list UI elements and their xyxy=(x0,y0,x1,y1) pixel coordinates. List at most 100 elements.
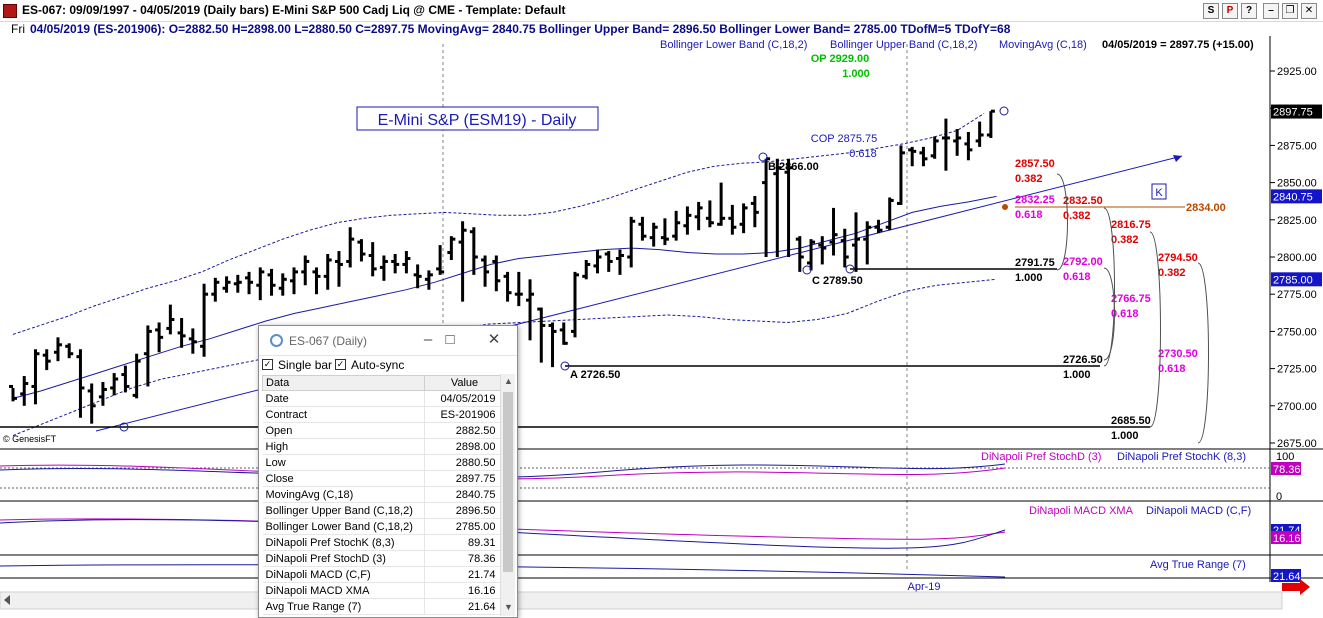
price-bar[interactable] xyxy=(548,322,557,368)
price-bar[interactable] xyxy=(896,145,905,205)
price-bar[interactable] xyxy=(930,136,939,159)
help-button[interactable]: ? xyxy=(1241,3,1257,19)
price-bar[interactable] xyxy=(132,353,141,399)
price-bar[interactable] xyxy=(638,216,647,241)
price-bar[interactable] xyxy=(728,204,737,235)
scroll-down-icon[interactable]: ▼ xyxy=(504,602,513,612)
price-bar[interactable] xyxy=(694,201,703,231)
single-bar-checkbox[interactable]: ✓ xyxy=(262,359,273,370)
scroll-thumb[interactable] xyxy=(503,392,513,572)
price-bar[interactable] xyxy=(312,267,321,295)
close-icon[interactable]: ✕ xyxy=(1301,3,1317,19)
price-bar[interactable] xyxy=(941,118,950,171)
price-bar[interactable] xyxy=(593,249,602,274)
price-bar[interactable] xyxy=(200,283,209,357)
price-bar[interactable] xyxy=(784,158,793,257)
price-bar[interactable] xyxy=(986,109,995,138)
price-bar[interactable] xyxy=(627,216,636,268)
price-bar[interactable] xyxy=(604,251,613,272)
price-bar[interactable] xyxy=(514,271,523,307)
dw-minimize-icon[interactable]: – xyxy=(423,331,433,348)
price-bar[interactable] xyxy=(559,322,568,345)
price-bar[interactable] xyxy=(121,365,130,393)
dw-close-icon[interactable]: ✕ xyxy=(487,331,501,348)
price-bar[interactable] xyxy=(762,157,771,257)
price-bar[interactable] xyxy=(42,349,51,371)
price-bar[interactable] xyxy=(188,328,197,354)
price-bar[interactable] xyxy=(166,304,175,335)
price-bar[interactable] xyxy=(368,242,377,277)
price-bar[interactable] xyxy=(571,271,579,338)
price-bar[interactable] xyxy=(807,239,816,271)
price-bar[interactable] xyxy=(840,228,849,268)
price-bar[interactable] xyxy=(98,381,107,406)
price-bar[interactable] xyxy=(492,255,501,292)
price-bar[interactable] xyxy=(863,221,872,265)
price-bar[interactable] xyxy=(537,307,546,363)
price-bar[interactable] xyxy=(705,200,714,228)
price-bar[interactable] xyxy=(334,251,343,287)
price-bar[interactable] xyxy=(155,322,164,353)
price-bar[interactable] xyxy=(402,251,411,274)
price-bar[interactable] xyxy=(211,277,220,302)
price-bar[interactable] xyxy=(233,274,242,293)
price-bar[interactable] xyxy=(222,276,231,293)
price-bar[interactable] xyxy=(53,337,62,362)
scroll-up-icon[interactable]: ▲ xyxy=(504,376,513,386)
price-bar[interactable] xyxy=(9,384,17,402)
price-bar[interactable] xyxy=(739,203,748,234)
price-bar[interactable] xyxy=(660,218,669,246)
price-bar[interactable] xyxy=(301,255,310,286)
price-bar[interactable] xyxy=(290,267,298,295)
price-bar[interactable] xyxy=(964,132,973,161)
price-bar[interactable] xyxy=(245,271,254,295)
price-bar[interactable] xyxy=(87,383,96,424)
price-bar[interactable] xyxy=(20,376,29,406)
data-window-titlebar[interactable]: ES-067 (Daily) – □ ✕ xyxy=(259,326,517,356)
minimize-icon[interactable]: – xyxy=(1263,3,1279,19)
price-bar[interactable] xyxy=(447,236,456,260)
price-bar[interactable] xyxy=(526,279,535,341)
price-bar[interactable] xyxy=(346,227,355,268)
price-bar[interactable] xyxy=(424,270,433,290)
s-button[interactable]: S xyxy=(1203,3,1219,19)
price-bar[interactable] xyxy=(278,273,287,296)
price-bar[interactable] xyxy=(795,236,804,272)
price-bar[interactable] xyxy=(436,245,445,275)
price-bar[interactable] xyxy=(953,129,962,156)
price-bar[interactable] xyxy=(852,212,860,272)
price-bar[interactable] xyxy=(177,318,186,348)
auto-sync-checkbox[interactable]: ✓ xyxy=(335,359,346,370)
price-bar[interactable] xyxy=(267,268,276,296)
price-bar[interactable] xyxy=(481,255,490,287)
price-bar[interactable] xyxy=(256,267,265,301)
price-chart[interactable]: 2675.00 2700.00 2725.00 2750.00 2775.00 2800.… xyxy=(0,36,1323,618)
data-window-scrollbar[interactable]: ▲ ▼ xyxy=(500,374,515,616)
price-bar[interactable] xyxy=(829,207,838,256)
dw-maximize-icon[interactable]: □ xyxy=(445,331,455,348)
price-bar[interactable] xyxy=(391,254,400,274)
price-bar[interactable] xyxy=(110,373,119,396)
price-bar[interactable] xyxy=(615,249,624,275)
price-bar[interactable] xyxy=(503,271,512,302)
price-bar[interactable] xyxy=(413,264,422,289)
price-bar[interactable] xyxy=(65,343,74,359)
price-bar[interactable] xyxy=(683,206,692,235)
price-bar[interactable] xyxy=(975,121,984,147)
price-bar[interactable] xyxy=(818,236,827,265)
price-bar[interactable] xyxy=(717,182,726,226)
price-bar[interactable] xyxy=(31,349,40,405)
price-bar[interactable] xyxy=(919,146,928,167)
price-bar[interactable] xyxy=(773,158,782,257)
price-bar[interactable] xyxy=(672,210,681,241)
price-bar[interactable] xyxy=(874,219,883,234)
price-bar[interactable] xyxy=(649,222,658,247)
price-bar[interactable] xyxy=(323,254,332,290)
price-bar[interactable] xyxy=(357,239,366,262)
price-bar[interactable] xyxy=(582,259,591,280)
price-bar[interactable] xyxy=(469,227,478,275)
price-bar[interactable] xyxy=(908,146,917,167)
price-bar[interactable] xyxy=(750,195,759,228)
p-button[interactable]: P xyxy=(1222,3,1238,19)
price-bar[interactable] xyxy=(379,255,388,281)
